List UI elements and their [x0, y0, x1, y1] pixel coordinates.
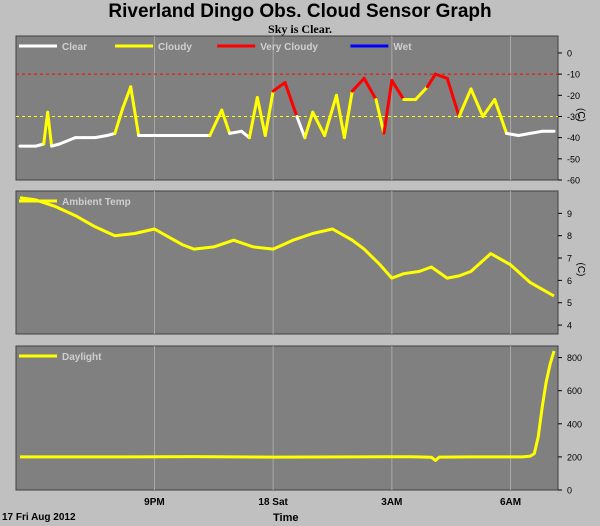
- sky-temp-segment: [516, 131, 532, 138]
- sky-temp-segment: [220, 108, 232, 135]
- y-tick-label: 800: [567, 353, 582, 363]
- daylight-line: [20, 350, 556, 462]
- sky-temp-segment: [303, 110, 315, 140]
- sky-temp-segment: [295, 114, 307, 140]
- x-axis-title: Time: [273, 512, 299, 524]
- sky-temp-segment: [342, 89, 354, 140]
- y-tick-label: -60: [567, 176, 580, 186]
- plot-area-2: [15, 190, 559, 335]
- legend-label: Clear: [62, 42, 87, 53]
- y-tick-label: -10: [567, 70, 580, 80]
- plot-area-1: [15, 35, 559, 181]
- page-title: Riverland Dingo Obs. Cloud Sensor Graph: [108, 1, 492, 22]
- y-tick-label: 400: [567, 419, 582, 429]
- y-tick-label: 6: [567, 276, 572, 286]
- sky-temp-segment: [93, 134, 109, 140]
- ambient-temp-line: [19, 196, 555, 298]
- sky-temp-segment: [350, 76, 366, 93]
- x-tick-label: 9PM: [144, 497, 165, 508]
- sky-temp-segment: [469, 87, 485, 118]
- sky-temp-segment: [113, 106, 125, 135]
- sky-temp-segment: [121, 85, 133, 110]
- legend-label: Ambient Temp: [62, 197, 131, 208]
- sky-temp-segment: [362, 76, 378, 102]
- sky-temp-segment: [433, 72, 449, 80]
- sky-temp-segment: [271, 81, 287, 93]
- sky-temp-segment: [334, 93, 346, 140]
- sky-temp-segment: [457, 87, 473, 118]
- y-tick-label: 600: [567, 386, 582, 396]
- y-tick-label: 200: [567, 452, 582, 462]
- x-tick-label: 3AM: [381, 497, 402, 508]
- sky-temp-segment: [263, 89, 275, 138]
- sky-temp-segment: [311, 110, 327, 138]
- legend-label: Daylight: [62, 352, 102, 363]
- sky-temp-segment: [208, 108, 224, 138]
- legend-label: Very Cloudy: [260, 42, 318, 53]
- y-tick-label: -50: [567, 154, 580, 164]
- sky-temp-segment: [445, 76, 461, 118]
- sky-temp-segment: [414, 85, 429, 102]
- x-tick-label: 6AM: [500, 497, 521, 508]
- y-tick-label: 4: [567, 321, 572, 331]
- y-tick-label: -30: [567, 112, 580, 122]
- plot-area-3: [15, 345, 559, 491]
- sky-status: Sky is Clear.: [268, 22, 332, 36]
- start-date-label: 17 Fri Aug 2012: [2, 512, 76, 523]
- y-axis-label: (C): [575, 108, 586, 122]
- y-tick-label: 7: [567, 254, 572, 264]
- x-tick-label: 18 Sat: [258, 497, 288, 508]
- sky-temp-segment: [228, 129, 244, 135]
- sky-temp-segment: [129, 85, 141, 138]
- y-tick-label: 0: [567, 486, 572, 496]
- y-axis-label: (C): [575, 263, 586, 277]
- sky-temp-segment: [46, 110, 54, 148]
- sky-temp-segment: [58, 136, 77, 146]
- sky-temp-segment: [390, 78, 406, 102]
- sky-temp-segment: [382, 78, 394, 135]
- y-tick-label: -20: [567, 91, 580, 101]
- y-tick-label: 9: [567, 209, 572, 219]
- y-tick-label: 0: [567, 48, 572, 58]
- sky-temp-segment: [425, 72, 437, 89]
- legend-label: Cloudy: [158, 42, 192, 53]
- sky-temp-segment: [528, 129, 544, 135]
- sky-temp-segment: [247, 95, 259, 140]
- sky-temp-segment: [283, 81, 299, 118]
- sky-temp-segment: [374, 98, 386, 135]
- sky-temp-segment: [323, 93, 338, 138]
- sky-temp-segment: [481, 98, 497, 118]
- sky-temp-segment: [255, 95, 267, 138]
- sky-temp-segment: [505, 131, 520, 138]
- y-tick-label: 5: [567, 298, 572, 308]
- sky-temp-segment: [493, 98, 509, 135]
- y-tick-label: 8: [567, 231, 572, 241]
- y-tick-label: -40: [567, 133, 580, 143]
- legend-label: Wet: [393, 42, 412, 53]
